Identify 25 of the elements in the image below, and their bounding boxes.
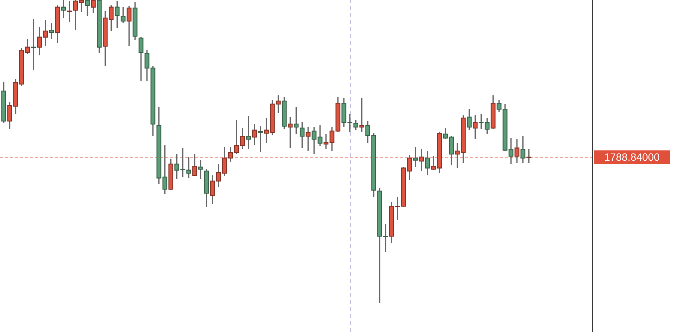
candlestick	[425, 150, 430, 176]
candlestick	[288, 116, 293, 149]
candlestick	[520, 136, 526, 164]
candlestick	[114, 0, 120, 29]
candlestick	[67, 0, 72, 24]
candlestick	[31, 18, 36, 72]
candlestick	[61, 0, 66, 19]
text: 1788.84000	[605, 154, 660, 162]
candlestick	[246, 116, 252, 150]
candlestick	[186, 156, 192, 179]
candlestick	[198, 160, 204, 180]
candlestick	[49, 22, 54, 40]
candlestick	[294, 106, 299, 136]
candlestick	[300, 122, 305, 149]
candlestick	[126, 6, 132, 48]
candlestick	[204, 168, 210, 208]
candlestick	[252, 124, 258, 146]
candlestick	[258, 126, 264, 154]
candlestick	[473, 115, 478, 140]
candlestick	[120, 6, 126, 24]
candlestick	[413, 146, 418, 168]
candlestick	[138, 36, 144, 82]
candlestick	[360, 98, 364, 134]
candlestick	[467, 108, 472, 132]
candlestick	[306, 126, 311, 152]
